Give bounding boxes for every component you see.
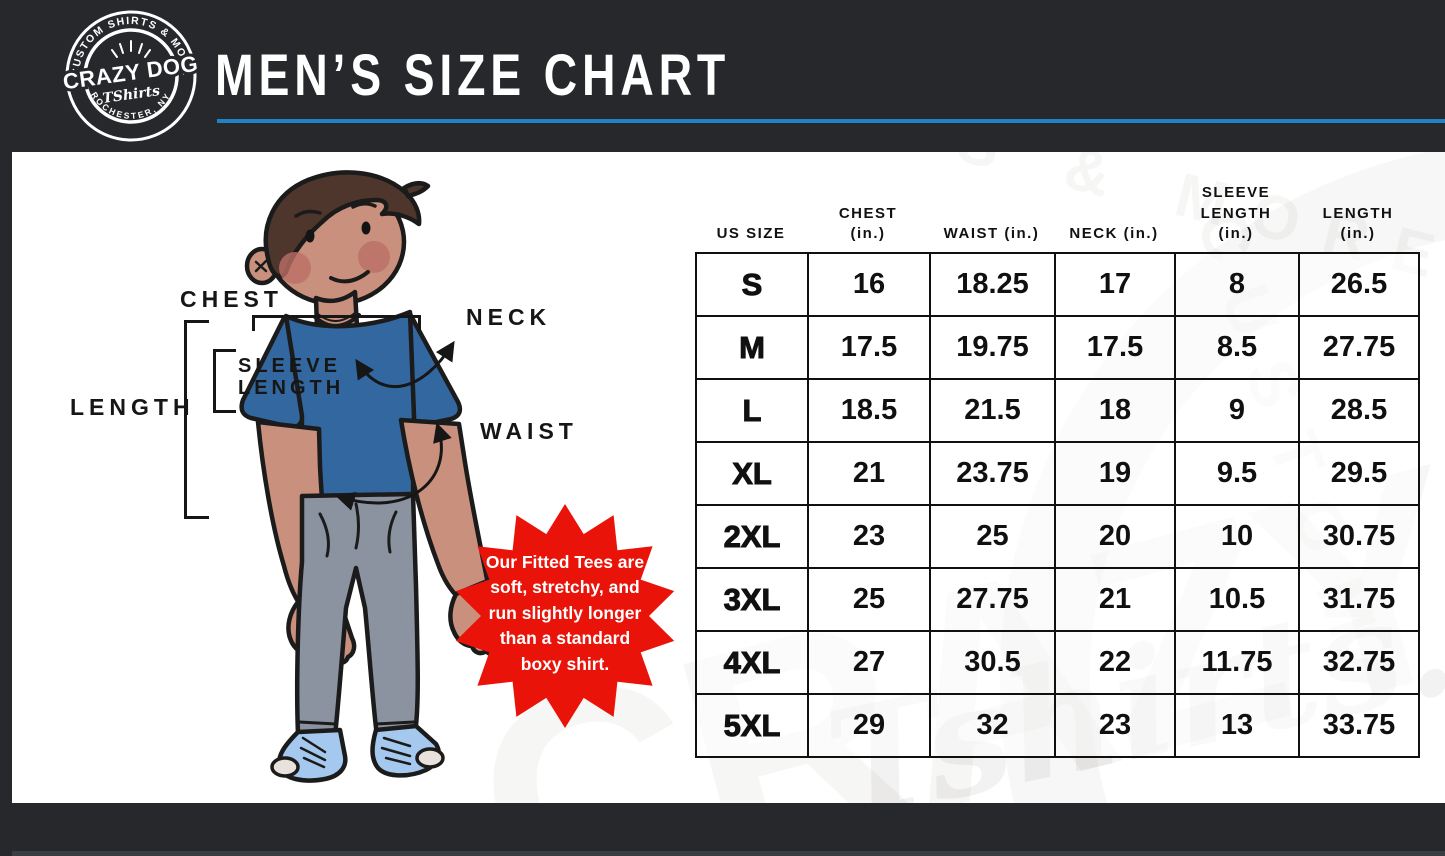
- size-table-header-row: US SIZE CHEST (in.) WAIST (in.) NECK (in.) S…: [695, 176, 1420, 252]
- sleeve-value-cell: 9.5: [1174, 441, 1300, 506]
- waist-value-cell: 23.75: [929, 441, 1056, 506]
- neck-value-cell: 18: [1054, 378, 1176, 443]
- column-header: NECK (in.): [1069, 224, 1159, 242]
- chest-value-cell: 18.5: [807, 378, 931, 443]
- crazy-dog-logo: CUSTOM SHIRTS & MORE ROCHESTER, NY CRAZY…: [62, 10, 200, 142]
- footer-bar: [0, 803, 1445, 856]
- neck-label: NECK: [466, 304, 552, 330]
- length-value-cell: 26.5: [1298, 252, 1420, 317]
- length-value-cell: 32.75: [1298, 630, 1420, 695]
- chest-value-cell: 29: [807, 693, 931, 758]
- waist-value-cell: 21.5: [929, 378, 1056, 443]
- neck-value-cell: 17: [1054, 252, 1176, 317]
- neck-value-cell: 20: [1054, 504, 1176, 569]
- chest-value-cell: 21: [807, 441, 931, 506]
- callout-text: Our Fitted Tees are soft, stretchy, and …: [485, 552, 645, 674]
- waist-value-cell: 18.25: [929, 252, 1056, 317]
- waist-arrow: [335, 422, 452, 511]
- logo-script: TShirts: [102, 83, 162, 107]
- table-row: 3XL 25 27.75 21 10.5 31.75: [695, 567, 1420, 632]
- sleeve-value-cell: 9: [1174, 378, 1300, 443]
- length-value-cell: 28.5: [1298, 378, 1420, 443]
- neck-value-cell: 19: [1054, 441, 1176, 506]
- length-bracket: [184, 320, 209, 519]
- size-cell: L: [695, 378, 809, 443]
- length-value-cell: 29.5: [1298, 441, 1420, 506]
- chest-value-cell: 17.5: [807, 315, 931, 380]
- size-cell: M: [695, 315, 809, 380]
- sleeve-value-cell: 10: [1174, 504, 1300, 569]
- neck-value-cell: 23: [1054, 693, 1176, 758]
- left-frame: [0, 0, 12, 856]
- neck-arrow: [355, 340, 455, 389]
- footer-edge: [0, 851, 1445, 856]
- chest-bracket: [252, 315, 421, 331]
- table-row: XL 21 23.75 19 9.5 29.5: [695, 441, 1420, 506]
- column-header: LENGTH (in.): [1322, 204, 1394, 242]
- size-cell: 4XL: [695, 630, 809, 695]
- size-table-section: US SIZE CHEST (in.) WAIST (in.) NECK (in.) S…: [695, 176, 1420, 758]
- page-title: MEN’S SIZE CHART: [215, 43, 731, 108]
- waist-value-cell: 19.75: [929, 315, 1056, 380]
- neck-value-cell: 22: [1054, 630, 1176, 695]
- length-value-cell: 27.75: [1298, 315, 1420, 380]
- size-table-body: S 16 18.25 17 8 26.5 M 17.5 19.75 17.5 8.5 27.75 L 18…: [695, 252, 1420, 758]
- sleeve-length-bracket: [213, 349, 236, 413]
- waist-value-cell: 25: [929, 504, 1056, 569]
- sleeve-length-label: SLEEVE LENGTH: [238, 355, 345, 400]
- table-row: 2XL 23 25 20 10 30.75: [695, 504, 1420, 569]
- chest-value-cell: 27: [807, 630, 931, 695]
- sleeve-value-cell: 11.75: [1174, 630, 1300, 695]
- size-table: S 16 18.25 17 8 26.5 M 17.5 19.75 17.5 8.5 27.75 L 18…: [695, 252, 1420, 758]
- measurement-arrows: [335, 340, 455, 511]
- sleeve-value-cell: 10.5: [1174, 567, 1300, 632]
- column-header: CHEST (in.): [838, 204, 898, 242]
- sleeve-value-cell: 8: [1174, 252, 1300, 317]
- table-row: S 16 18.25 17 8 26.5: [695, 252, 1420, 317]
- table-row: 5XL 29 32 23 13 33.75: [695, 693, 1420, 758]
- neck-value-cell: 17.5: [1054, 315, 1176, 380]
- neck-value-cell: 21: [1054, 567, 1176, 632]
- header-bar: [0, 0, 1445, 152]
- waist-label: WAIST: [480, 418, 578, 444]
- size-cell: 5XL: [695, 693, 809, 758]
- column-header: WAIST (in.): [943, 224, 1040, 242]
- length-value-cell: 33.75: [1298, 693, 1420, 758]
- size-cell: 3XL: [695, 567, 809, 632]
- column-header: SLEEVE LENGTH (in.): [1200, 184, 1272, 242]
- starburst-shape: [455, 504, 675, 728]
- logo-rays: [111, 40, 151, 58]
- length-value-cell: 31.75: [1298, 567, 1420, 632]
- length-value-cell: 30.75: [1298, 504, 1420, 569]
- chest-value-cell: 25: [807, 567, 931, 632]
- size-cell: S: [695, 252, 809, 317]
- table-row: 4XL 27 30.5 22 11.75 32.75: [695, 630, 1420, 695]
- sleeve-value-cell: 13: [1174, 693, 1300, 758]
- column-header: US SIZE: [716, 224, 786, 242]
- title-underline: [217, 119, 1445, 123]
- chest-value-cell: 23: [807, 504, 931, 569]
- table-row: M 17.5 19.75 17.5 8.5 27.75: [695, 315, 1420, 380]
- waist-value-cell: 32: [929, 693, 1056, 758]
- chest-value-cell: 16: [807, 252, 931, 317]
- callout-starburst: Our Fitted Tees are soft, stretchy, and …: [452, 498, 678, 734]
- size-cell: XL: [695, 441, 809, 506]
- hair: [263, 170, 422, 279]
- length-label: LENGTH: [70, 394, 195, 420]
- table-row: L 18.5 21.5 18 9 28.5: [695, 378, 1420, 443]
- waist-value-cell: 27.75: [929, 567, 1056, 632]
- size-cell: 2XL: [695, 504, 809, 569]
- sleeve-value-cell: 8.5: [1174, 315, 1300, 380]
- waist-value-cell: 30.5: [929, 630, 1056, 695]
- chest-label: CHEST: [180, 286, 283, 312]
